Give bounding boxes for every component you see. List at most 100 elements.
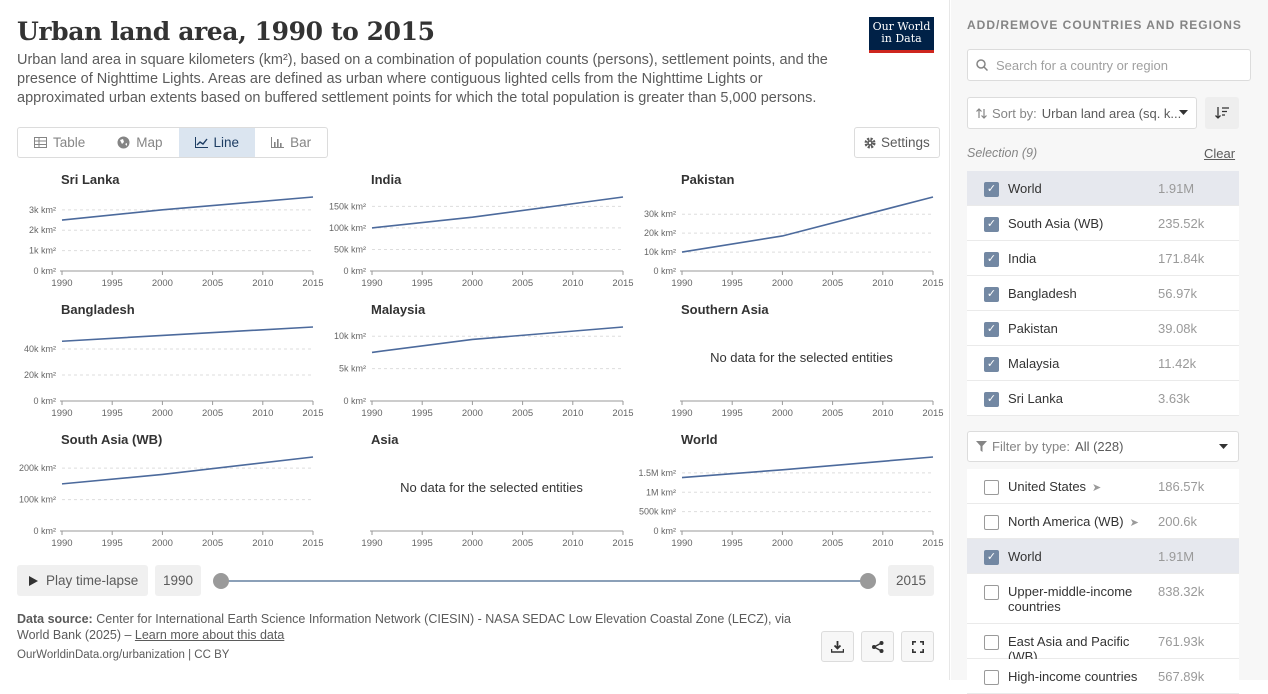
facet-title: Malaysia [371, 302, 426, 317]
x-tick-label: 2005 [202, 408, 223, 419]
settings-label: Settings [881, 135, 930, 150]
y-tick-label: 100k km² [329, 223, 366, 233]
tab-table[interactable]: Table [18, 128, 101, 157]
x-tick-label: 2005 [512, 538, 533, 549]
timeline-start-year[interactable]: 1990 [155, 565, 201, 596]
checkbox[interactable]: ✓ [984, 287, 999, 302]
small-multiples-chart: Sri Lanka 1990 1995 2000 2005 2010 2015 0 km² 1k… [19, 172, 944, 549]
y-tick-label: 20k km² [24, 370, 56, 380]
y-tick-label: 150k km² [329, 201, 366, 211]
checkbox[interactable] [984, 480, 999, 495]
x-tick-label: 1990 [361, 408, 382, 419]
y-tick-label: 30k km² [644, 209, 676, 219]
checkbox[interactable]: ✓ [984, 322, 999, 337]
play-label: Play time-lapse [46, 573, 139, 588]
checkbox[interactable]: ✓ [984, 217, 999, 232]
entity-name: Sri Lanka [1008, 391, 1063, 406]
table-icon [34, 137, 47, 148]
y-tick-label: 1M km² [646, 487, 676, 497]
checkbox[interactable] [984, 670, 999, 685]
checkbox[interactable]: ✓ [984, 182, 999, 197]
entity-value: 567.89k [1158, 669, 1205, 684]
x-tick-label: 2010 [252, 278, 273, 289]
checkbox[interactable]: ✓ [984, 357, 999, 372]
x-tick-label: 2010 [562, 538, 583, 549]
facet-title: Asia [371, 432, 399, 447]
selected-entity-row[interactable]: ✓ India 171.84k [967, 241, 1239, 276]
selected-entity-row[interactable]: ✓ Malaysia 11.42k [967, 346, 1239, 381]
y-tick-label: 500k km² [639, 507, 676, 517]
tab-bar-label: Bar [290, 135, 312, 150]
facet-title: World [681, 432, 718, 447]
fullscreen-button[interactable] [901, 631, 934, 662]
settings-button[interactable]: Settings [854, 127, 940, 158]
entity-name: High-income countries [1008, 669, 1138, 684]
x-tick-label: 2005 [822, 278, 843, 289]
play-icon [29, 575, 38, 586]
share-button[interactable] [861, 631, 894, 662]
tab-bar[interactable]: Bar [255, 128, 327, 157]
entity-row[interactable]: East Asia and Pacific (WB) 761.93k [967, 624, 1239, 664]
x-tick-label: 2015 [922, 408, 943, 419]
selected-entity-row[interactable]: ✓ Pakistan 39.08k [967, 311, 1239, 346]
sort-order-button[interactable] [1205, 97, 1239, 129]
checkbox[interactable] [984, 635, 999, 650]
facet-title: Pakistan [681, 172, 735, 187]
play-timelapse-button[interactable]: Play time-lapse [17, 565, 148, 596]
filter-type-select[interactable]: Filter by type: All (228) [967, 431, 1239, 462]
sort-by-select[interactable]: Sort by: Urban land area (sq. k... [967, 97, 1197, 129]
entity-name: Bangladesh [1008, 286, 1077, 301]
selector-title: ADD/REMOVE COUNTRIES AND REGIONS [967, 18, 1242, 32]
x-tick-label: 2015 [922, 538, 943, 549]
download-button[interactable] [821, 631, 854, 662]
tab-map[interactable]: Map [101, 128, 178, 157]
search-input[interactable]: Search for a country or region [967, 49, 1251, 81]
x-tick-label: 2000 [462, 408, 483, 419]
bar-chart-icon [271, 137, 285, 148]
selected-entity-row[interactable]: ✓ South Asia (WB) 235.52k [967, 206, 1239, 241]
checkbox[interactable] [984, 515, 999, 530]
x-tick-label: 2000 [152, 408, 173, 419]
checkbox[interactable]: ✓ [984, 252, 999, 267]
gear-icon [864, 137, 876, 148]
x-tick-label: 2005 [822, 408, 843, 419]
timeline-end-handle[interactable] [860, 573, 876, 589]
sort-descending-icon [1215, 107, 1229, 119]
learn-more-link[interactable]: Learn more about this data [134, 628, 285, 642]
x-tick-label: 2005 [512, 278, 533, 289]
checkbox[interactable]: ✓ [984, 392, 999, 407]
selected-entity-row[interactable]: ✓ Sri Lanka 3.63k [967, 381, 1239, 416]
x-tick-label: 1995 [722, 538, 743, 549]
entity-name: United States ➤ [1008, 479, 1102, 494]
timeline-end-year[interactable]: 2015 [888, 565, 934, 596]
x-tick-label: 2010 [562, 278, 583, 289]
selected-entity-row[interactable]: ✓ World 1.91M [967, 171, 1239, 206]
timeline-track[interactable] [221, 580, 868, 582]
chart-panel: Urban land area, 1990 to 2015 Urban land… [17, 0, 950, 680]
no-data-message: No data for the selected entities [400, 480, 583, 495]
data-source: Data source: Center for International Ea… [17, 611, 797, 643]
checkbox[interactable]: ✓ [984, 550, 999, 565]
chevron-down-icon [1179, 110, 1188, 115]
series-line [371, 196, 624, 229]
tab-line[interactable]: Line [178, 128, 256, 157]
clear-selection-button[interactable]: Clear [1204, 146, 1236, 161]
timeline-start-handle[interactable] [213, 573, 229, 589]
owid-logo[interactable]: Our World in Data [869, 17, 934, 53]
entity-name: India [1008, 251, 1037, 266]
entity-row[interactable]: Upper-middle-income countries 838.32k [967, 574, 1239, 624]
entity-row[interactable]: North America (WB) ➤ 200.6k [967, 504, 1239, 539]
entity-value: 39.08k [1158, 321, 1198, 336]
entity-value: 838.32k [1158, 584, 1205, 599]
selected-entity-row[interactable]: ✓ Bangladesh 56.97k [967, 276, 1239, 311]
entity-row[interactable]: High-income countries 567.89k [967, 659, 1239, 694]
y-tick-label: 2k km² [29, 225, 56, 235]
entity-row[interactable]: United States ➤ 186.57k [967, 469, 1239, 504]
source-text: Center for International Earth Science I… [17, 612, 791, 642]
chevron-down-icon [1219, 443, 1228, 449]
checkbox[interactable] [984, 585, 999, 600]
entity-row[interactable]: ✓ World 1.91M [967, 539, 1239, 574]
line-chart-icon [194, 137, 208, 148]
y-tick-label: 3k km² [29, 205, 56, 215]
location-arrow-icon: ➤ [1129, 517, 1139, 529]
